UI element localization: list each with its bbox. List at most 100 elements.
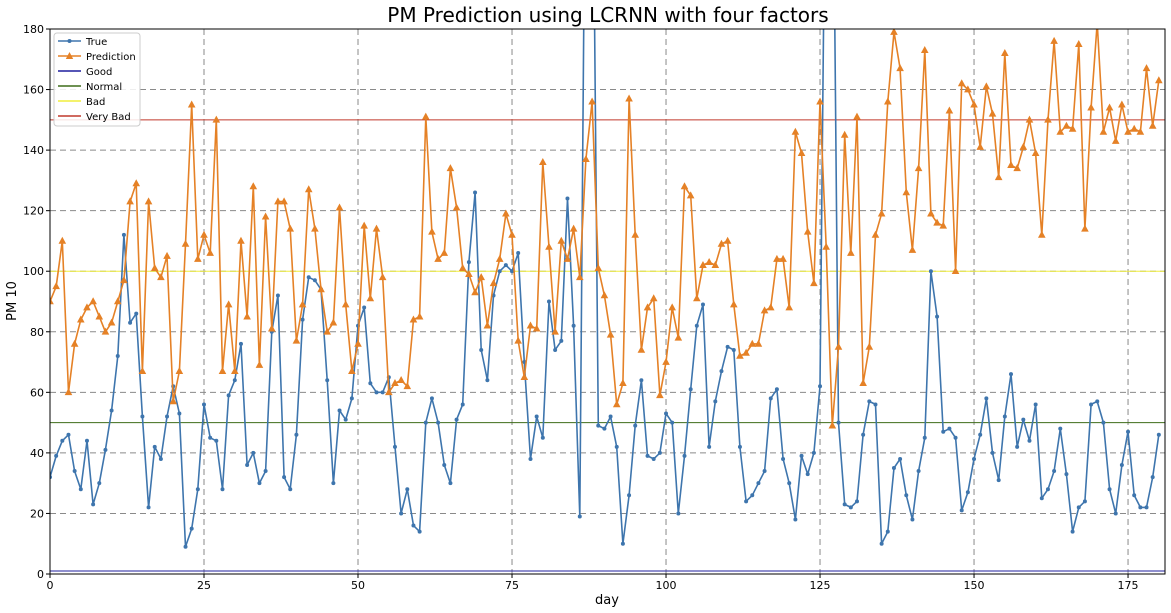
data-point — [707, 444, 712, 449]
data-point — [238, 341, 243, 346]
data-point — [115, 354, 120, 358]
x-tick-label: 175 — [1118, 579, 1139, 592]
data-point — [362, 305, 367, 310]
data-point — [212, 115, 221, 123]
data-point — [1130, 124, 1138, 132]
data-point — [325, 378, 330, 383]
data-point — [588, 97, 596, 105]
x-axis-label: day — [595, 593, 619, 608]
data-point — [805, 472, 810, 477]
data-point — [503, 263, 508, 268]
data-point — [348, 366, 356, 374]
data-point — [208, 435, 213, 440]
data-point — [83, 303, 91, 311]
data-point — [896, 64, 904, 72]
data-point — [84, 438, 89, 443]
data-point — [479, 347, 484, 352]
data-point — [257, 481, 262, 486]
data-point — [1037, 230, 1046, 238]
data-point — [748, 339, 757, 347]
data-point — [288, 487, 293, 492]
data-point — [645, 453, 650, 458]
data-point — [871, 230, 880, 238]
data-point — [200, 230, 208, 238]
data-point — [304, 185, 313, 193]
data-point — [526, 321, 535, 329]
data-point — [354, 339, 362, 347]
data-point — [378, 273, 387, 281]
data-point — [366, 294, 375, 302]
data-point — [670, 420, 675, 425]
data-point — [181, 239, 190, 247]
data-point — [1111, 136, 1120, 144]
data-point — [657, 450, 662, 455]
data-point — [713, 399, 718, 404]
data-point — [497, 269, 502, 274]
data-point — [873, 402, 878, 407]
data-point — [1107, 487, 1112, 492]
data-point — [953, 435, 958, 440]
legend-label: Very Bad — [86, 112, 131, 123]
data-point — [274, 197, 282, 205]
data-point — [785, 303, 794, 311]
data-point — [945, 106, 954, 114]
data-point — [1025, 115, 1034, 123]
data-point — [1132, 493, 1137, 498]
y-tick-label: 40 — [30, 447, 44, 460]
data-point — [996, 478, 1001, 483]
data-point — [1095, 399, 1100, 404]
data-point — [627, 493, 632, 498]
data-point — [1136, 127, 1145, 135]
data-point — [251, 450, 256, 455]
data-point — [466, 260, 471, 265]
data-point — [1002, 414, 1007, 419]
data-point — [403, 382, 412, 390]
data-point — [1148, 121, 1157, 129]
data-point — [298, 300, 307, 308]
data-point — [495, 254, 504, 262]
data-point — [1101, 420, 1106, 425]
data-point — [553, 347, 558, 352]
y-tick-label: 180 — [23, 23, 44, 36]
data-point — [914, 164, 923, 172]
data-point — [731, 347, 736, 352]
data-point — [904, 493, 909, 498]
data-point — [54, 453, 59, 458]
data-point — [793, 517, 798, 522]
data-point — [460, 402, 465, 407]
legend-label: Prediction — [86, 52, 136, 63]
data-point — [854, 499, 859, 504]
data-point — [619, 379, 627, 387]
data-point — [972, 456, 977, 461]
data-point — [1113, 511, 1118, 516]
data-point — [157, 273, 165, 281]
data-point — [163, 251, 171, 259]
data-point — [528, 456, 533, 461]
data-point — [1050, 36, 1058, 44]
data-point — [440, 248, 449, 256]
data-point — [571, 323, 576, 328]
data-point — [411, 523, 416, 528]
data-point — [280, 197, 288, 205]
data-point — [1015, 444, 1020, 449]
data-point — [1044, 115, 1052, 123]
data-point — [428, 227, 436, 235]
data-point — [717, 239, 726, 247]
data-point — [861, 432, 866, 437]
data-point — [546, 299, 551, 304]
data-point — [1013, 164, 1021, 172]
data-point — [317, 285, 325, 293]
data-point — [680, 182, 689, 190]
data-point — [1105, 103, 1114, 111]
legend-marker — [65, 52, 74, 59]
data-point — [723, 236, 732, 244]
data-point — [514, 336, 522, 344]
data-point — [744, 499, 749, 504]
data-point — [602, 426, 607, 431]
data-point — [1155, 76, 1163, 84]
data-point — [183, 544, 188, 549]
data-point — [941, 429, 946, 434]
data-point — [582, 154, 590, 162]
data-point — [705, 257, 713, 265]
